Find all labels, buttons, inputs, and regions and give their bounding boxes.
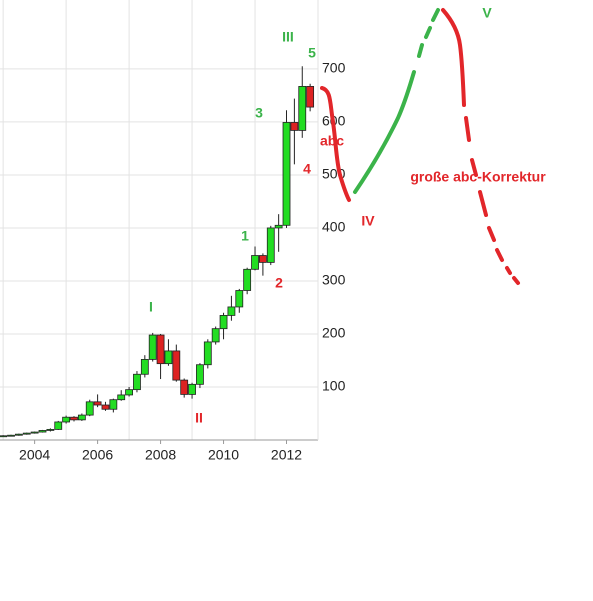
candle-body (259, 255, 267, 263)
candle-body (156, 334, 165, 365)
candle-body (54, 421, 63, 430)
candle-body (133, 373, 141, 391)
y-tick-label: 700 (322, 60, 346, 76)
candle-body (172, 350, 181, 381)
wave-sketch (441, 8, 520, 285)
wave-label: 3 (255, 105, 263, 121)
candle-body (14, 433, 23, 436)
wave-label: 5 (308, 45, 316, 61)
candle-body (125, 389, 133, 396)
y-tick-label: 100 (322, 378, 346, 394)
wave-label: III (282, 29, 294, 45)
candle-body (109, 399, 118, 410)
candle-body (219, 315, 228, 330)
candle-body (266, 227, 275, 263)
candle-body (77, 414, 86, 421)
candle-body (188, 383, 196, 395)
candle-body (85, 401, 94, 416)
candle-body (30, 431, 39, 434)
candle-body (306, 86, 315, 108)
y-tick-label: 400 (322, 219, 346, 235)
candle-body (235, 290, 244, 308)
candle-body (22, 432, 31, 435)
x-tick-label: 2010 (208, 447, 239, 463)
candle-body (70, 416, 78, 421)
candle-body (117, 394, 126, 401)
candle-body (290, 122, 299, 131)
candle-body (203, 341, 212, 366)
candle-body (93, 401, 102, 406)
candle-body (140, 359, 149, 375)
wave-label: abc (320, 133, 344, 149)
candle-body (0, 435, 8, 438)
x-tick-label: 2012 (271, 447, 302, 463)
candle-body (180, 379, 189, 395)
candle-body (274, 224, 283, 229)
candle-body (196, 364, 204, 385)
candle-body (148, 334, 157, 360)
candle-body (101, 404, 110, 410)
wave-label: II (195, 410, 203, 426)
wave-label: I (149, 299, 153, 315)
candle-body (251, 255, 259, 270)
wave-label: 2 (275, 275, 283, 291)
x-tick-label: 2008 (145, 447, 176, 463)
x-tick-label: 2004 (19, 447, 50, 463)
wave-label: 1 (241, 228, 249, 244)
candle-body (227, 306, 236, 316)
wave-sketch (320, 86, 351, 202)
candle-body (282, 122, 291, 226)
candle-body (7, 434, 15, 437)
wave-label: große abc-Korrektur (410, 169, 546, 185)
wave-sketch (353, 8, 440, 194)
wave-label: V (482, 5, 492, 21)
candle-body (38, 430, 47, 433)
wave-label: IV (361, 213, 375, 229)
candle-body (211, 328, 220, 343)
wave-label: 4 (303, 161, 311, 177)
candle-body (62, 416, 71, 423)
x-tick-label: 2006 (82, 447, 113, 463)
candle-body (164, 350, 173, 365)
candle-body (298, 86, 307, 131)
y-tick-label: 300 (322, 272, 346, 288)
y-tick-label: 200 (322, 325, 346, 341)
candle-body (46, 428, 55, 431)
candle-body (243, 268, 252, 291)
